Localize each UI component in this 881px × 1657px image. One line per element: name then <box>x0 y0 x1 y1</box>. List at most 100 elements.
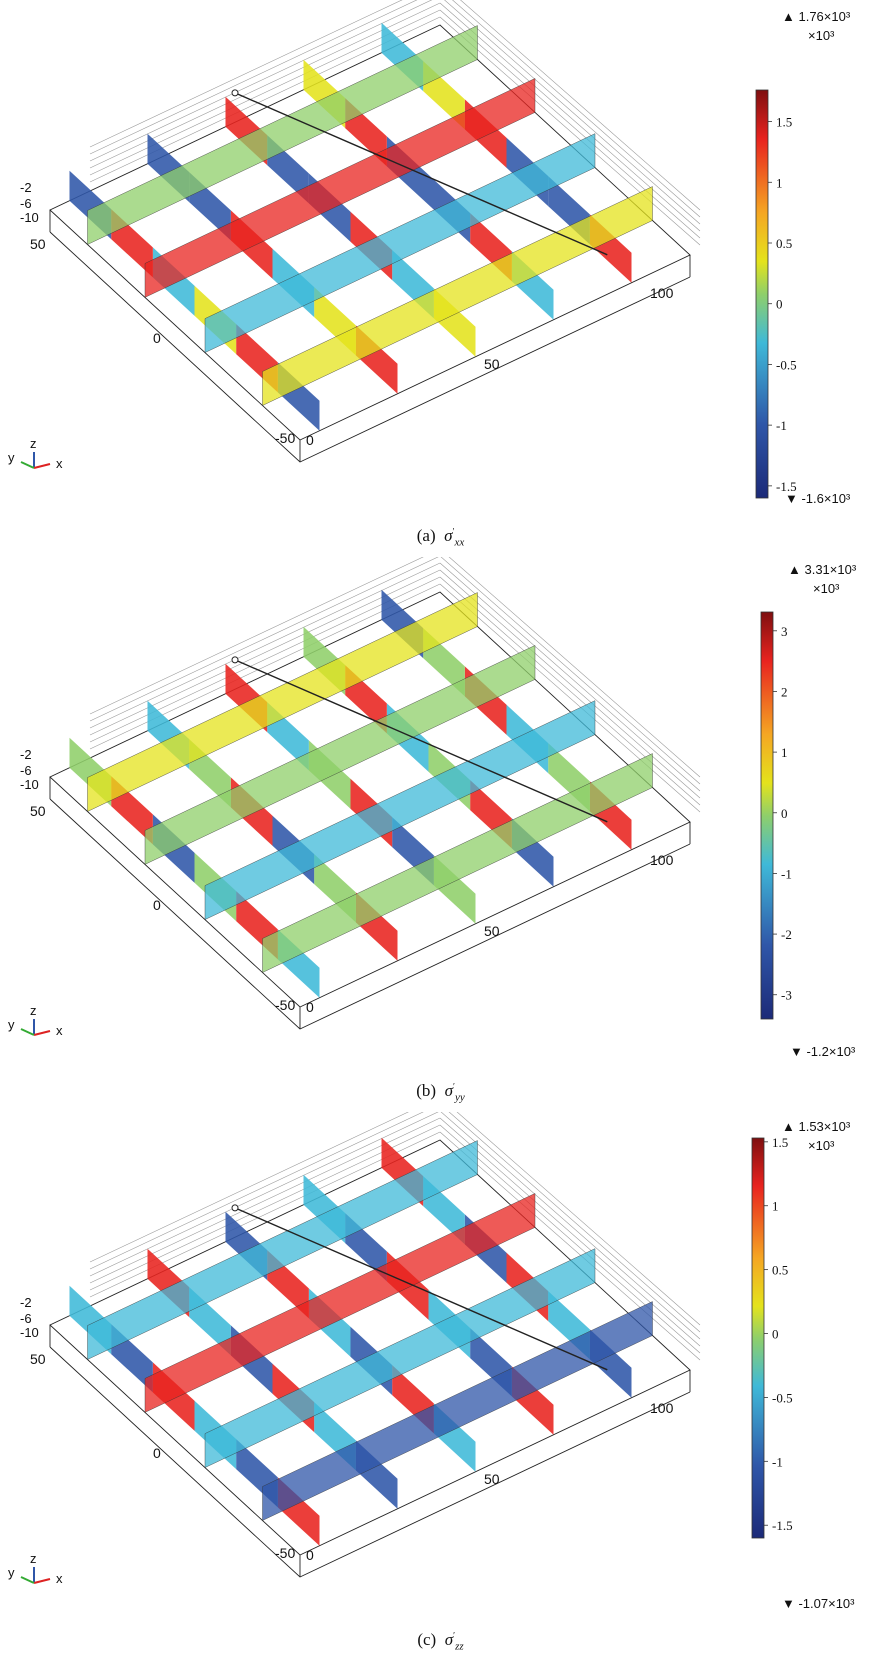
girder <box>144 1193 536 1413</box>
colorbar-tick-label: 0.5 <box>776 236 792 251</box>
caption-symbol: σ <box>444 1081 453 1100</box>
girder <box>262 753 653 973</box>
colorbar-tick-label: 0 <box>772 1327 779 1342</box>
center-pipe <box>234 659 608 823</box>
triad-z-label: z <box>30 436 37 451</box>
girder <box>204 133 596 353</box>
z-tick-label: -6 <box>20 196 32 211</box>
grid-line <box>439 1131 701 1361</box>
y-tick-label: -50 <box>275 1545 295 1561</box>
colorbar-tick-label: 2 <box>781 684 788 699</box>
triad-y-axis <box>20 1028 35 1036</box>
plate-outline-top <box>49 591 691 1008</box>
z-tick-label: -2 <box>20 747 32 762</box>
triad-y-label: y <box>8 1017 15 1032</box>
panel-sigma-yy: 3 2 1 0 -1 -2 -3 -2 -6 -10 50 0 -50 0 50 100 z x y ▲ 3.31×… <box>0 557 881 1097</box>
center-pipe <box>234 1207 608 1371</box>
triad-z-label: z <box>30 1003 37 1018</box>
grid-line <box>439 583 701 813</box>
z-tick-label: -6 <box>20 1311 32 1326</box>
y-tick-label: 50 <box>30 803 46 819</box>
colorbar-tick-label: 1 <box>781 745 788 760</box>
triad-y-axis <box>20 1576 35 1584</box>
grid-line <box>439 1117 701 1347</box>
x-tick-label: 0 <box>306 1547 314 1563</box>
pipe-end <box>231 1204 239 1212</box>
colorbar-tick-label: 3 <box>781 624 788 639</box>
girder <box>87 25 478 245</box>
stress-plot-3d: 1.5 1 0.5 0 -0.5 -1 -1.5 -2-6-10 50 0 -50 0 50 100 z x y <box>8 1112 793 1586</box>
x-tick-label: 100 <box>650 285 674 301</box>
grid-line <box>440 557 701 785</box>
colorbar-exponent: ×10³ <box>808 1138 835 1153</box>
colorbar <box>755 89 769 499</box>
pipe-end <box>231 89 239 97</box>
grid-line <box>439 576 701 806</box>
triad-x-axis <box>33 1030 51 1036</box>
colorbar-tick-label: -1 <box>781 866 792 881</box>
colorbar-min-label: ▼ -1.6×10³ <box>785 491 851 506</box>
z-tick-label: -2 <box>20 180 32 195</box>
grid-line <box>452 0 701 218</box>
triad-y-label: y <box>8 1565 15 1580</box>
grid-line <box>89 557 424 715</box>
girder <box>262 186 653 406</box>
grid-line <box>460 0 701 211</box>
colorbar-tick-label: 1 <box>776 175 783 190</box>
y-tick-label: 0 <box>153 330 161 346</box>
grid-line <box>444 0 701 225</box>
grid-line <box>439 16 701 246</box>
pipe-end <box>231 656 239 664</box>
plate-outline-top <box>49 24 691 441</box>
girder <box>144 645 536 865</box>
colorbar-exponent: ×10³ <box>808 28 835 43</box>
colorbar-tick-label: -2 <box>781 927 792 942</box>
grid-line <box>448 557 701 778</box>
z-tick-label: -2 <box>20 1295 32 1310</box>
z-tick-label: -10 <box>20 1325 39 1340</box>
x-tick-label: 100 <box>650 1400 674 1416</box>
caption-c: (c) σ′zz <box>417 1630 464 1653</box>
center-pipe <box>234 92 608 256</box>
caption-b: (b) σ′yy <box>416 1081 465 1104</box>
colorbar <box>751 1137 765 1539</box>
stress-plot-3d: 1.5 1 0.5 0 -0.5 -1 -1.5 -2-6-10 50 0 -50 0 50 100 z x y <box>8 0 797 499</box>
colorbar-tick-label: -1 <box>772 1454 783 1469</box>
caption-symbol: σ <box>444 1630 454 1649</box>
y-tick-label: 50 <box>30 1351 46 1367</box>
triad-y-axis <box>20 461 35 469</box>
caption-label: (c) <box>417 1630 437 1649</box>
grid-line <box>89 557 439 722</box>
girder <box>144 78 536 298</box>
colorbar-min-label: ▼ -1.07×10³ <box>782 1596 855 1611</box>
panel-sigma-zz: 1.5 1 0.5 0 -0.5 -1 -1.5 -2 -6 -10 50 0 -50 0 50 100 z x y… <box>0 1112 881 1652</box>
colorbar-min-label: ▼ -1.2×10³ <box>790 1044 856 1059</box>
caption-a: (a) σ′xx <box>416 526 465 549</box>
colorbar-max-label: ▲ 1.76×10³ <box>782 9 851 24</box>
grid-line <box>439 2 701 232</box>
x-tick-label: 0 <box>306 432 314 448</box>
colorbar-tick-label: -1.5 <box>776 479 797 494</box>
colorbar <box>760 611 774 1020</box>
grid-line <box>456 1112 701 1326</box>
colorbar-tick-label: 1 <box>772 1199 779 1214</box>
y-tick-label: 0 <box>153 897 161 913</box>
caption-sub: yy <box>454 1091 465 1104</box>
colorbar-exponent: ×10³ <box>813 581 840 596</box>
y-tick-label: -50 <box>275 430 295 446</box>
colorbar-tick-label: 1.5 <box>772 1135 788 1150</box>
x-tick-label: 50 <box>484 356 500 372</box>
girder <box>87 592 478 812</box>
triad-x-axis <box>33 1578 51 1584</box>
colorbar-max-label: ▲ 1.53×10³ <box>782 1119 851 1134</box>
grid-line <box>448 1112 701 1333</box>
triad-z-label: z <box>30 1551 37 1566</box>
x-tick-label: 0 <box>306 999 314 1015</box>
girder <box>262 1301 653 1521</box>
grid-line <box>89 0 418 155</box>
grid-line <box>439 562 701 792</box>
colorbar-tick-label: -3 <box>781 988 792 1003</box>
x-tick-label: 100 <box>650 852 674 868</box>
caption-label: (b) <box>416 1081 437 1100</box>
